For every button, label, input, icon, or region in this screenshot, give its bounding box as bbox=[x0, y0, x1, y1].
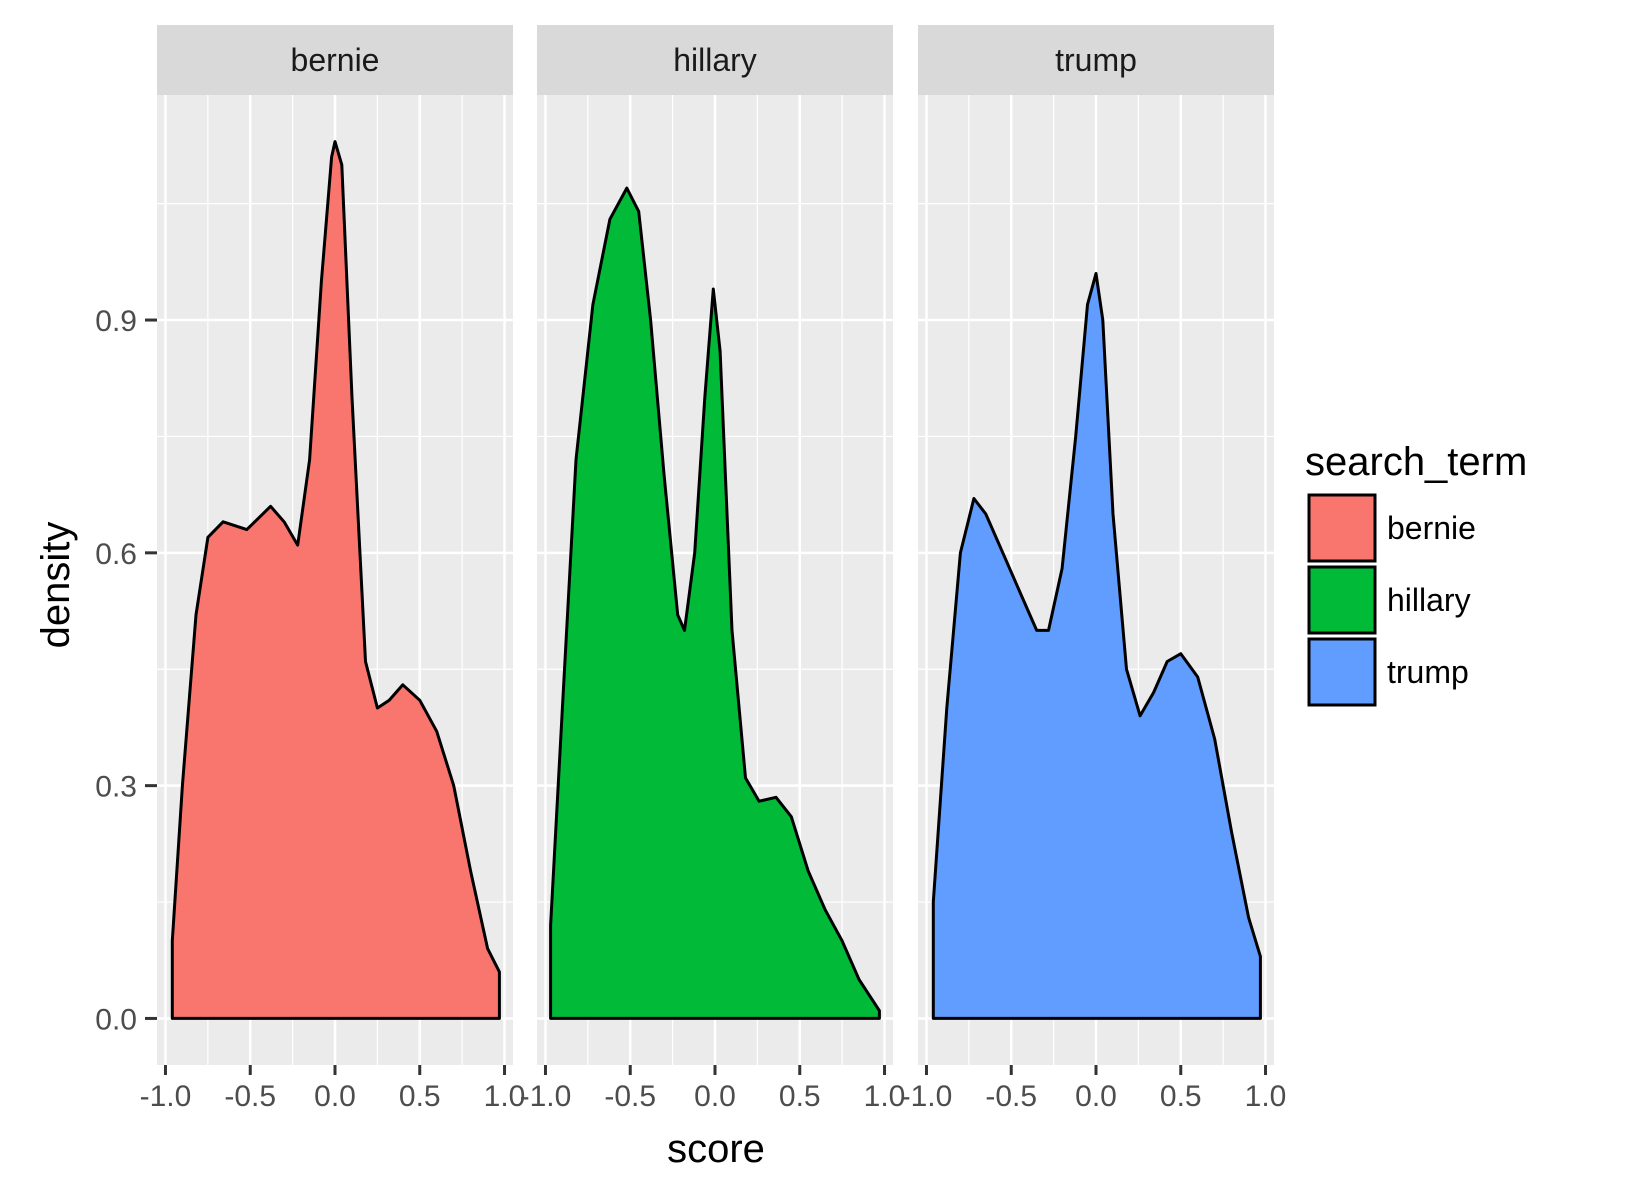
y-axis-title: density bbox=[34, 522, 78, 649]
x-tick-label: 0.5 bbox=[1160, 1080, 1202, 1113]
y-tick-label: 0.6 bbox=[95, 538, 137, 571]
y-tick-label: 0.0 bbox=[95, 1003, 137, 1036]
y-tick-label: 0.9 bbox=[95, 305, 137, 338]
x-tick-label: -1.0 bbox=[520, 1080, 572, 1113]
legend-title: search_term bbox=[1305, 440, 1527, 484]
legend-key-hillary bbox=[1307, 565, 1377, 635]
x-tick-label: 1.0 bbox=[1245, 1080, 1287, 1113]
x-tick-label: -0.5 bbox=[604, 1080, 656, 1113]
panel-bernie: bernie -1.0 -0.5 0.0 0.5 1.0 bbox=[140, 25, 526, 1113]
facet-strip-label: trump bbox=[1055, 42, 1137, 78]
density-area-hillary bbox=[549, 186, 881, 1020]
x-tick-label: -1.0 bbox=[901, 1080, 953, 1113]
x-tick-label: 0.0 bbox=[694, 1080, 736, 1113]
x-tick-label: 0.5 bbox=[399, 1080, 441, 1113]
x-tick-label: -1.0 bbox=[140, 1080, 192, 1113]
facet-strip-label: hillary bbox=[673, 42, 757, 78]
x-tick-label: -0.5 bbox=[224, 1080, 276, 1113]
y-tick-label: 0.3 bbox=[95, 771, 137, 804]
density-area-bernie bbox=[170, 140, 501, 1020]
facet-strip bbox=[918, 25, 1274, 95]
legend-key-trump bbox=[1307, 637, 1377, 707]
panel-trump: trump -1.0 -0.5 0.0 0.5 1.0 bbox=[901, 25, 1287, 1113]
x-tick-label: 1.0 bbox=[484, 1080, 526, 1113]
x-tick-label: 0.5 bbox=[779, 1080, 821, 1113]
x-tick-label: 1.0 bbox=[864, 1080, 906, 1113]
panel-hillary: hillary -1.0 -0.5 0.0 0.5 1.0 bbox=[520, 25, 906, 1113]
legend-label: hillary bbox=[1387, 582, 1471, 618]
x-axis-title: score bbox=[667, 1127, 765, 1171]
facet-strip bbox=[537, 25, 893, 95]
density-area-trump bbox=[931, 272, 1262, 1020]
facet-strip-label: bernie bbox=[291, 42, 380, 78]
x-tick-label: 0.0 bbox=[1075, 1080, 1117, 1113]
x-tick-label: 0.0 bbox=[314, 1080, 356, 1113]
legend-label: trump bbox=[1387, 654, 1469, 690]
legend-label: bernie bbox=[1387, 510, 1476, 546]
x-tick-label: -0.5 bbox=[985, 1080, 1037, 1113]
facet-strip bbox=[157, 25, 513, 95]
legend-key-bernie bbox=[1307, 493, 1377, 563]
